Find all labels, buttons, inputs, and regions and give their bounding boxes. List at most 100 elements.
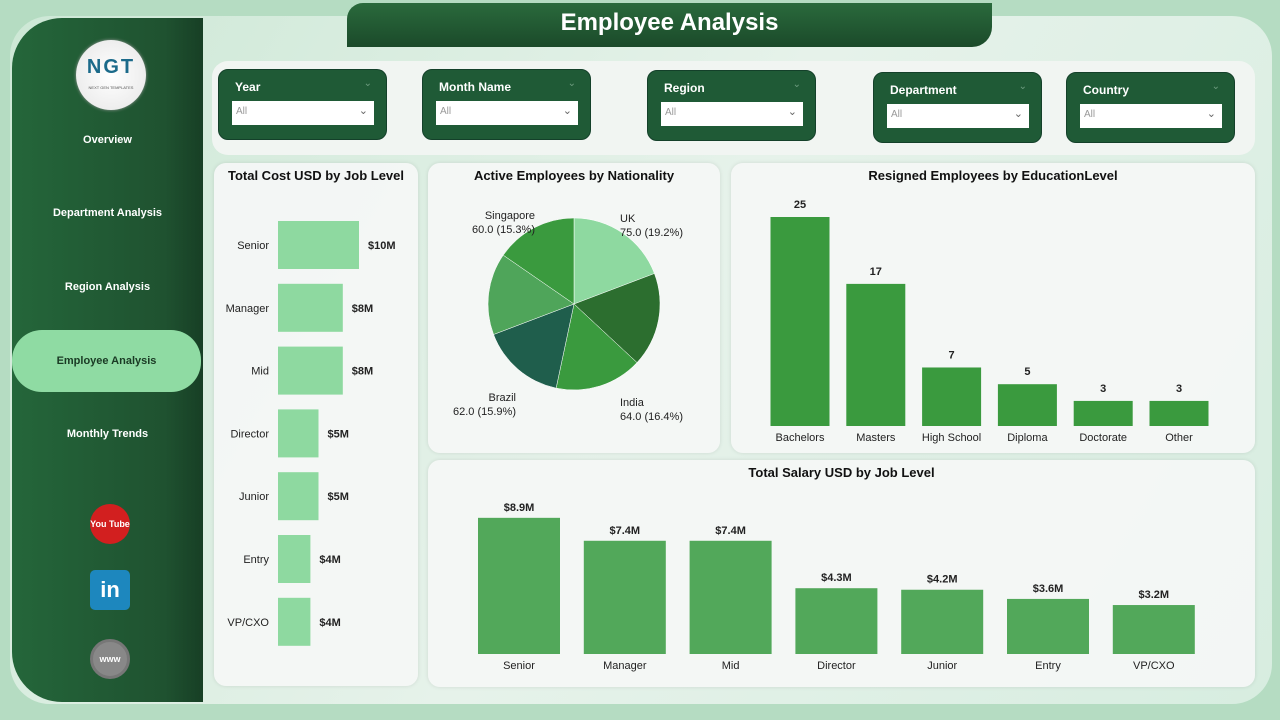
nav-department-analysis[interactable]: Department Analysis: [52, 207, 163, 219]
filter-label: Department: [890, 83, 957, 97]
bar-Manager[interactable]: [583, 540, 666, 654]
chevron-down-icon: ⌄: [562, 105, 572, 117]
data-label: 17: [870, 266, 882, 278]
category-label: Mid: [722, 660, 740, 672]
filter-dropdown[interactable]: All ⌄: [1080, 104, 1222, 128]
pie-slice-india[interactable]: [555, 303, 638, 391]
data-label: $5M: [328, 491, 349, 503]
filter-value: All: [665, 107, 677, 118]
bar-Entry[interactable]: [278, 535, 311, 583]
slice-label: Brazil: [488, 392, 516, 404]
data-label: $8M: [352, 303, 373, 315]
category-label: Director: [230, 428, 269, 440]
category-label: Junior: [239, 491, 269, 503]
bar-Junior[interactable]: [901, 589, 984, 654]
filter-value: All: [440, 106, 452, 117]
bar-Junior[interactable]: [278, 472, 319, 521]
bar-Senior[interactable]: [278, 221, 359, 269]
slice-value: 62.0 (15.9%): [453, 406, 516, 418]
data-label: $4M: [319, 617, 340, 629]
bar-High School[interactable]: [922, 367, 982, 426]
filter-year[interactable]: Year ⌄ All ⌄: [218, 69, 387, 140]
data-label: $4.3M: [821, 572, 852, 584]
bar-Other[interactable]: [1149, 400, 1209, 426]
filter-department[interactable]: Department ⌄ All ⌄: [873, 72, 1042, 143]
category-label: High School: [922, 432, 981, 444]
data-label: $7.4M: [715, 525, 746, 537]
pie-slice-singapore[interactable]: [502, 217, 575, 305]
filter-dropdown[interactable]: All ⌄: [661, 102, 803, 126]
bar-Mid[interactable]: [689, 540, 772, 654]
filter-dropdown[interactable]: All ⌄: [887, 104, 1029, 128]
filter-value: All: [1084, 109, 1096, 120]
filter-label: Country: [1083, 83, 1129, 97]
nav-monthly-trends[interactable]: Monthly Trends: [66, 428, 149, 440]
slice-value: 64.0 (16.4%): [620, 411, 683, 423]
bar-Manager[interactable]: [278, 283, 343, 332]
filter-month-name[interactable]: Month Name ⌄ All ⌄: [422, 69, 591, 140]
category-label: Manager: [603, 660, 647, 672]
chevron-down-icon[interactable]: ⌄: [1211, 81, 1220, 92]
bar-Masters[interactable]: [846, 283, 906, 426]
filter-label: Region: [664, 81, 705, 95]
chart-title: Resigned Employees by EducationLevel: [868, 168, 1118, 183]
data-label: 3: [1176, 383, 1182, 395]
pie-slice[interactable]: [487, 254, 575, 335]
filter-dropdown[interactable]: All ⌄: [232, 101, 374, 125]
filter-value: All: [236, 106, 248, 117]
www-globe-icon[interactable]: www: [90, 639, 130, 679]
pie-slice-brazil[interactable]: [493, 303, 575, 389]
bar-Director[interactable]: [795, 588, 878, 654]
filter-region[interactable]: Region ⌄ All ⌄: [647, 70, 816, 141]
youtube-icon[interactable]: You Tube: [90, 504, 130, 544]
chevron-down-icon: ⌄: [787, 106, 797, 118]
ngt-logo[interactable]: NGT NEXT GEN TEMPLATES: [76, 40, 146, 110]
nav-employee-analysis[interactable]: Employee Analysis: [12, 330, 201, 392]
sidebar: NGT NEXT GEN TEMPLATES Overview Departme…: [12, 18, 203, 702]
nav-overview[interactable]: Overview: [83, 134, 132, 146]
pie-slice-uk[interactable]: [573, 217, 655, 305]
data-label: $3.2M: [1139, 589, 1170, 601]
bar-Doctorate[interactable]: [1073, 400, 1133, 426]
filter-country[interactable]: Country ⌄ All ⌄: [1066, 72, 1235, 143]
page-title: Employee Analysis: [347, 3, 992, 47]
category-label: Entry: [1035, 660, 1061, 672]
category-label: Senior: [503, 660, 535, 672]
bar-Director[interactable]: [278, 409, 319, 458]
bar-Bachelors[interactable]: [770, 217, 830, 426]
chevron-down-icon[interactable]: ⌄: [567, 78, 576, 89]
youtube-label: You Tube: [90, 518, 130, 529]
chart-title: Total Cost USD by Job Level: [227, 168, 404, 183]
bar-Mid[interactable]: [278, 346, 343, 395]
filter-label: Month Name: [439, 80, 511, 94]
bar-Diploma[interactable]: [997, 384, 1057, 426]
pie-slice[interactable]: [573, 273, 661, 363]
category-label: Director: [817, 660, 856, 672]
chevron-down-icon[interactable]: ⌄: [363, 78, 372, 89]
chart-title: Active Employees by Nationality: [473, 168, 675, 183]
category-label: Mid: [251, 366, 269, 378]
slice-value: 60.0 (15.3%): [472, 224, 535, 236]
data-label: $5M: [328, 428, 349, 440]
bar-VP/CXO[interactable]: [278, 597, 311, 646]
data-label: 3: [1100, 383, 1106, 395]
chevron-down-icon[interactable]: ⌄: [792, 79, 801, 90]
logo-tagline: NEXT GEN TEMPLATES: [88, 85, 134, 90]
linkedin-icon[interactable]: in: [90, 570, 130, 610]
category-label: Junior: [927, 660, 957, 672]
category-label: Entry: [243, 554, 269, 566]
data-label: 5: [1024, 366, 1030, 378]
slice-label: India: [620, 397, 645, 409]
category-label: VP/CXO: [1133, 660, 1175, 672]
data-label: $8M: [352, 366, 373, 378]
linkedin-label: in: [100, 577, 120, 602]
bar-Entry[interactable]: [1007, 598, 1089, 654]
filter-dropdown[interactable]: All ⌄: [436, 101, 578, 125]
bar-VP/CXO[interactable]: [1112, 605, 1195, 654]
chevron-down-icon[interactable]: ⌄: [1018, 81, 1027, 92]
nav-region-analysis[interactable]: Region Analysis: [64, 281, 151, 293]
category-label: Manager: [226, 303, 270, 315]
bar-Senior[interactable]: [478, 517, 560, 654]
chart-title: Total Salary USD by Job Level: [748, 465, 935, 480]
